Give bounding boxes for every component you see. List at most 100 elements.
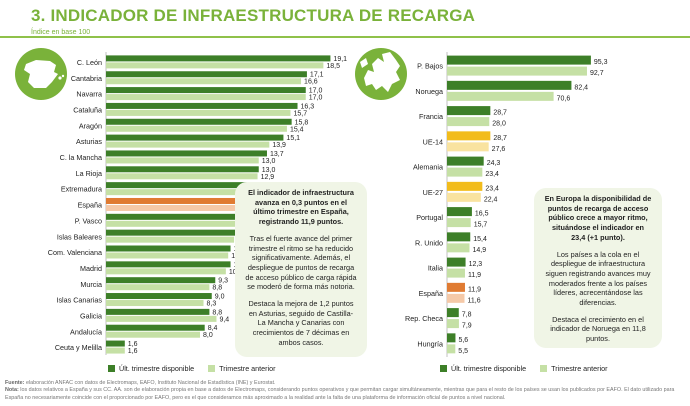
- bar-current-rep-checa: [447, 308, 459, 318]
- chart-spain-regions: 19,118,5 C. León 17,116,6 Cantabria 17,017,0…: [48, 52, 347, 355]
- category-label-madrid: Madrid: [80, 264, 102, 273]
- category-label-islas-canarias: Islas Canarias: [56, 296, 102, 305]
- data-label-current-cantabria: 17,1: [310, 72, 324, 79]
- data-label-previous-francia: 28,0: [492, 121, 506, 128]
- legend-label-previous: Trimestre anterior: [551, 364, 608, 373]
- category-label-espana: España: [78, 201, 102, 210]
- data-label-current-alemania: 24,3: [487, 160, 501, 167]
- bar-current-andalucia: [106, 324, 205, 331]
- data-label-current-noruega: 82,4: [574, 84, 588, 91]
- bar-previous-islas-canarias: [106, 300, 204, 307]
- data-label-previous-islas-canarias: 8,3: [207, 301, 217, 308]
- bar-previous-andalucia: [106, 331, 200, 338]
- category-label-murcia: Murcia: [80, 280, 102, 289]
- data-label-current-aragon: 15,8: [295, 119, 309, 126]
- data-label-current-islas-canarias: 9,0: [215, 294, 225, 301]
- bar-current-cataluna: [106, 102, 298, 109]
- category-label-la-rioja: La Rioja: [76, 169, 102, 178]
- bar-current-hungria: [447, 333, 456, 343]
- category-label-hungria: Hungría: [417, 339, 443, 348]
- footer-source-label: Fuente:: [5, 380, 25, 386]
- data-label-previous-ue-14: 27,6: [492, 146, 506, 153]
- legend-swatch-current: [108, 365, 115, 372]
- data-label-previous-ceuta-y-melilla: 1,6: [128, 348, 138, 355]
- data-label-current-rep-checa: 7,8: [462, 312, 472, 319]
- data-label-previous-andalucia: 8,0: [203, 332, 213, 339]
- bar-previous-cataluna: [106, 109, 291, 116]
- bar-current-asturias: [106, 134, 284, 141]
- bar-previous-hungria: [447, 344, 456, 354]
- bar-current-p-vasco: [106, 213, 240, 220]
- bar-previous-francia: [447, 117, 490, 127]
- callout-spain-paragraph-2: Tras el fuerte avance del primer trimest…: [245, 233, 357, 292]
- category-label-ceuta-y-melilla: Ceuta y Melilla: [55, 343, 102, 352]
- category-label-islas-baleares: Islas Baleares: [57, 232, 103, 241]
- bar-current-com-valenciana: [106, 245, 231, 252]
- data-label-previous-alemania: 23,4: [485, 171, 499, 178]
- data-label-current-r-unido: 15,4: [473, 236, 487, 243]
- bar-current-cantabria: [106, 71, 307, 78]
- legend-spain: Últ. trimestre disponible Trimestre ante…: [108, 364, 276, 373]
- category-label-navarra: Navarra: [76, 90, 102, 99]
- bar-current-madrid: [106, 261, 231, 268]
- bar-current-navarra: [106, 87, 306, 94]
- bar-current-murcia: [106, 277, 216, 284]
- data-label-previous-italia: 11,9: [468, 272, 481, 279]
- page-title: 3. INDICADOR DE INFRAESTRUCTURA DE RECAR…: [31, 6, 476, 25]
- bar-previous-c-leon: [106, 62, 324, 69]
- category-label-extremadura: Extremadura: [61, 185, 102, 194]
- data-label-previous-p-bajos: 92,7: [590, 70, 604, 77]
- bar-previous-com-valenciana: [106, 252, 229, 259]
- bar-previous-p-vasco: [106, 220, 237, 227]
- bar-previous-madrid: [106, 268, 226, 275]
- legend-swatch-current: [440, 365, 447, 372]
- bar-previous-galicia: [106, 315, 217, 322]
- bar-current-ue-27: [447, 181, 483, 191]
- category-label-p-vasco: P. Vasco: [75, 216, 102, 225]
- footer-note-text: los datos relativos a España y sus CC. A…: [5, 387, 675, 401]
- footer-source: Fuente: elaboración ANFAC con datos de E…: [5, 380, 685, 387]
- bar-current-espana: [447, 282, 465, 292]
- data-label-previous-espana: 11,6: [468, 297, 481, 304]
- footer-source-text: elaboración ANFAC con datos de Electroma…: [24, 380, 276, 386]
- category-label-c-la-mancha: C. la Mancha: [60, 153, 102, 162]
- data-label-current-la-rioja: 13,0: [262, 167, 276, 174]
- bar-previous-la-rioja: [106, 173, 258, 180]
- data-label-previous-noruega: 70,6: [557, 95, 571, 102]
- bar-previous-murcia: [106, 284, 210, 291]
- bar-current-portugal: [447, 207, 472, 217]
- bar-previous-ue-27: [447, 192, 481, 202]
- data-label-current-c-leon: 19,1: [333, 56, 347, 63]
- data-label-previous-ue-27: 22,4: [484, 196, 498, 203]
- data-label-current-ceuta-y-melilla: 1,6: [128, 341, 138, 348]
- bar-current-francia: [447, 106, 491, 116]
- category-label-com-valenciana: Com. Valenciana: [48, 248, 102, 257]
- bar-previous-espana: [447, 293, 465, 303]
- spain-map-icon: [15, 48, 67, 100]
- bar-previous-ceuta-y-melilla: [106, 347, 125, 354]
- bar-current-alemania: [447, 156, 484, 166]
- category-label-cantabria: Cantabria: [71, 74, 102, 83]
- bar-current-islas-baleares: [106, 229, 238, 236]
- chart-europe-countries: 95,3 92,7 P. Bajos 82,470,6 Noruega 28,7 28,0 F…: [405, 52, 608, 357]
- bar-previous-espana: [106, 204, 243, 211]
- data-label-previous-portugal: 15,7: [474, 222, 488, 229]
- data-label-current-cataluna: 16,3: [301, 103, 315, 110]
- data-label-current-ue-27: 23,4: [485, 185, 499, 192]
- data-label-current-italia: 12,3: [469, 261, 483, 268]
- bar-previous-p-bajos: [447, 66, 587, 76]
- callout-spain-paragraph-3: Destaca la mejora de 1,2 puntos en Astur…: [248, 299, 354, 347]
- bar-previous-islas-baleares: [106, 236, 235, 243]
- legend-label-previous: Trimestre anterior: [219, 364, 276, 373]
- bar-current-aragon: [106, 118, 292, 125]
- category-label-espana: España: [419, 289, 443, 298]
- data-label-previous-cantabria: 16,6: [304, 79, 318, 86]
- callout-spain-lead: El indicador de infraestructura avanza e…: [248, 188, 354, 227]
- category-label-r-unido: R. Unido: [415, 238, 443, 247]
- data-label-previous-rep-checa: 7,9: [462, 323, 472, 330]
- footer-note: Nota: los datos relativos a España y sus…: [5, 387, 685, 402]
- callout-europe-paragraph-2: Los países a la cola en el despliegue de…: [545, 249, 651, 308]
- bar-current-c-leon: [106, 55, 331, 62]
- title-divider: [0, 36, 690, 38]
- bar-current-extremadura: [106, 182, 257, 189]
